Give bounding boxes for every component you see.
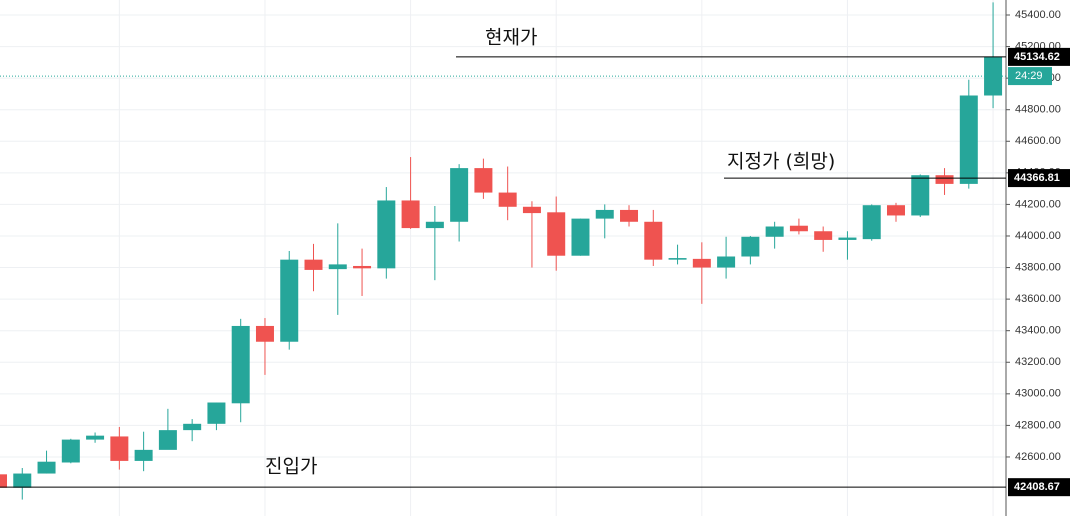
y-tick-label: 43000.00 <box>1015 388 1061 400</box>
candle-body <box>13 473 32 488</box>
price-box <box>1008 478 1070 497</box>
y-tick-label: 43600.00 <box>1015 293 1061 305</box>
candle-body <box>935 175 954 184</box>
y-tick-label: 42600.00 <box>1015 451 1061 463</box>
candle-body <box>644 221 663 260</box>
candle-body <box>911 175 930 216</box>
candle-body <box>280 259 299 342</box>
candle-body <box>0 474 7 488</box>
y-tick-label: 44600.00 <box>1015 135 1061 147</box>
price-box-label: 42408.67 <box>1014 481 1060 493</box>
candle-body <box>474 168 493 193</box>
candle-body <box>134 449 153 461</box>
candle-body <box>401 200 420 229</box>
y-tick-label: 44800.00 <box>1015 104 1061 116</box>
countdown: 24:29 <box>1015 70 1043 82</box>
annotation-label: 지정가 (희망) <box>727 151 835 173</box>
candle-body <box>741 236 760 257</box>
candle-body <box>61 439 80 463</box>
candle-body <box>886 205 905 216</box>
candle-body <box>814 231 833 240</box>
candle-body <box>304 259 323 270</box>
candle-body <box>183 423 202 431</box>
candle-body <box>86 435 105 440</box>
annotation-label: 진입가 <box>265 456 317 478</box>
candle-body <box>765 226 784 237</box>
candle-body <box>498 192 517 207</box>
candle-body <box>37 461 56 474</box>
candle-body <box>717 256 736 268</box>
candle-body <box>353 265 372 269</box>
candle-body <box>692 258 711 268</box>
y-tick-label: 44200.00 <box>1015 198 1061 210</box>
candle-body <box>231 325 250 404</box>
candle-body <box>425 221 444 229</box>
y-tick-label: 42800.00 <box>1015 419 1061 431</box>
candle-body <box>522 206 541 214</box>
candle-body <box>571 218 590 256</box>
candle-body <box>595 209 614 219</box>
y-tick-label: 44000.00 <box>1015 230 1061 242</box>
price-box-label: 45134.62 <box>1014 51 1060 63</box>
candle-body <box>158 430 177 450</box>
candle-body <box>450 168 469 222</box>
price-box <box>1008 169 1070 188</box>
candle-body <box>789 225 808 232</box>
candle-body <box>207 402 226 424</box>
candle-body <box>377 200 396 269</box>
candle-body <box>328 264 347 270</box>
y-tick-label: 43400.00 <box>1015 325 1061 337</box>
y-tick-label: 45400.00 <box>1015 9 1061 21</box>
candle-body <box>862 205 881 240</box>
y-tick-label: 43200.00 <box>1015 356 1061 368</box>
candle-body <box>959 95 978 184</box>
candle-body <box>668 258 687 260</box>
candle-body <box>838 237 857 240</box>
candle-body <box>255 325 274 342</box>
annotation-label: 현재가 <box>485 26 537 48</box>
candle-body <box>110 436 129 461</box>
price-box-label: 44366.81 <box>1014 172 1060 184</box>
y-tick-label: 43800.00 <box>1015 261 1061 273</box>
candle-body <box>620 209 639 222</box>
candle-body <box>547 212 566 256</box>
price-box <box>1008 47 1070 66</box>
countdown-box <box>1008 67 1052 86</box>
